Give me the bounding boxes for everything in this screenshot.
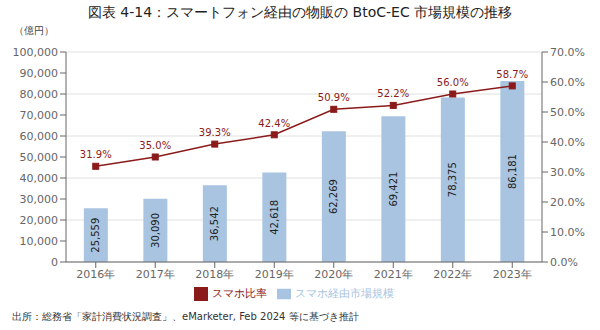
svg-text:2021年: 2021年 [374,268,413,281]
svg-text:30.0%: 30.0% [550,166,585,179]
svg-text:70,000: 70,000 [20,109,59,122]
html-text:スマホ比率: スマホ比率 [212,287,267,300]
svg-text:42,618: 42,618 [269,200,280,235]
svg-text:50.9%: 50.9% [318,92,350,103]
svg-text:40.0%: 40.0% [550,136,585,149]
svg-text:35.0%: 35.0% [139,140,171,151]
svg-text:42.4%: 42.4% [258,118,290,129]
svg-text:50.0%: 50.0% [550,106,585,119]
svg-text:2019年: 2019年 [255,268,294,281]
svg-text:80,000: 80,000 [20,88,59,101]
svg-text:2022年: 2022年 [433,268,472,281]
svg-text:50,000: 50,000 [20,151,59,164]
svg-text:10,000: 10,000 [20,235,59,248]
svg-text:20,000: 20,000 [20,214,59,227]
svg-text:62,269: 62,269 [328,179,339,214]
svg-text:20.0%: 20.0% [550,196,585,209]
svg-text:2016年: 2016年 [76,268,115,281]
svg-text:90,000: 90,000 [20,67,59,80]
svg-text:30,000: 30,000 [20,193,59,206]
svg-text:86,181: 86,181 [507,154,518,189]
svg-text:2018年: 2018年 [195,268,234,281]
svg-text:2023年: 2023年 [493,268,532,281]
html-text:図表 4-14：スマートフォン経由の物販の BtoC-EC: 図表 4-14：スマートフォン経由の物販の BtoC-EC 市場規模の推移 [87,4,513,20]
html-text:出所：総務省「家計消費状況調査」、eMarketer, Fe: 出所：総務省「家計消費状況調査」、eMarketer, Feb 2024 等に基… [12,311,359,322]
svg-text:0.0%: 0.0% [550,256,578,269]
svg-text:31.9%: 31.9% [80,149,112,160]
svg-text:10.0%: 10.0% [550,226,585,239]
svg-text:69,421: 69,421 [388,172,399,207]
svg-text:78,375: 78,375 [447,162,458,197]
svg-text:52.2%: 52.2% [377,88,409,99]
svg-text:70.0%: 70.0% [550,46,585,59]
svg-text:100,000: 100,000 [13,46,59,59]
html-text:（億円）: （億円） [14,25,54,36]
svg-text:36,542: 36,542 [209,206,220,241]
html-text:スマホ経由市場規模: スマホ経由市場規模 [295,287,394,300]
svg-text:58.7%: 58.7% [496,69,528,80]
svg-text:60,000: 60,000 [20,130,59,143]
svg-text:25,559: 25,559 [90,218,101,253]
svg-text:30,090: 30,090 [150,213,161,248]
svg-text:56.0%: 56.0% [437,77,469,88]
svg-text:40,000: 40,000 [20,172,59,185]
svg-text:0: 0 [51,256,58,269]
svg-text:2017年: 2017年 [136,268,175,281]
svg-text:2020年: 2020年 [314,268,353,281]
svg-text:60.0%: 60.0% [550,76,585,89]
svg-text:39.3%: 39.3% [199,127,231,138]
